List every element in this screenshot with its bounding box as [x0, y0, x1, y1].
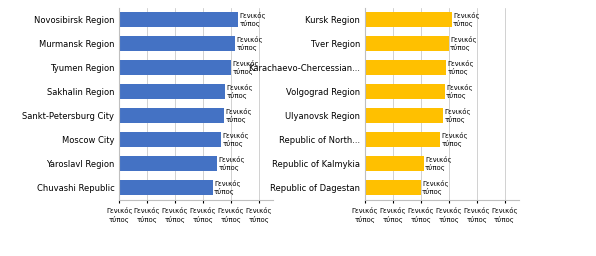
Text: Γενικός
τύπος: Γενικός τύπος: [446, 84, 473, 99]
Text: Γενικός
τύπος: Γενικός τύπος: [222, 132, 249, 147]
Text: Γενικός
τύπος: Γενικός τύπος: [239, 12, 266, 27]
Bar: [119, 37, 235, 51]
Text: Γενικός
τύπος: Γενικός τύπος: [237, 36, 263, 51]
Bar: [365, 133, 440, 147]
Text: Γενικός
τύπος: Γενικός τύπος: [450, 36, 477, 51]
Bar: [365, 180, 421, 195]
Bar: [119, 60, 231, 75]
Bar: [365, 84, 445, 99]
Text: Γενικός
τύπος: Γενικός τύπος: [448, 60, 474, 75]
Text: Γενικός
τύπος: Γενικός τύπος: [425, 156, 452, 171]
Text: Γενικός
τύπος: Γενικός τύπος: [445, 108, 471, 123]
Text: Γενικός
τύπος: Γενικός τύπος: [422, 180, 449, 195]
Bar: [119, 84, 225, 99]
Text: Γενικός
τύπος: Γενικός τύπος: [453, 12, 480, 27]
Text: Γενικός
τύπος: Γενικός τύπος: [226, 84, 253, 99]
Bar: [365, 60, 446, 75]
Bar: [365, 37, 449, 51]
Text: Γενικός
τύπος: Γενικός τύπος: [214, 180, 241, 195]
Text: Γενικός
τύπος: Γενικός τύπος: [218, 156, 245, 171]
Bar: [119, 180, 213, 195]
Text: Γενικός
τύπος: Γενικός τύπος: [232, 60, 259, 75]
Bar: [119, 133, 221, 147]
Bar: [365, 109, 443, 123]
Bar: [365, 156, 424, 171]
Text: Γενικός
τύπος: Γενικός τύπος: [225, 108, 252, 123]
Bar: [119, 109, 224, 123]
Bar: [365, 13, 452, 27]
Bar: [119, 156, 217, 171]
Text: Γενικός
τύπος: Γενικός τύπος: [442, 132, 468, 147]
Bar: [119, 13, 238, 27]
